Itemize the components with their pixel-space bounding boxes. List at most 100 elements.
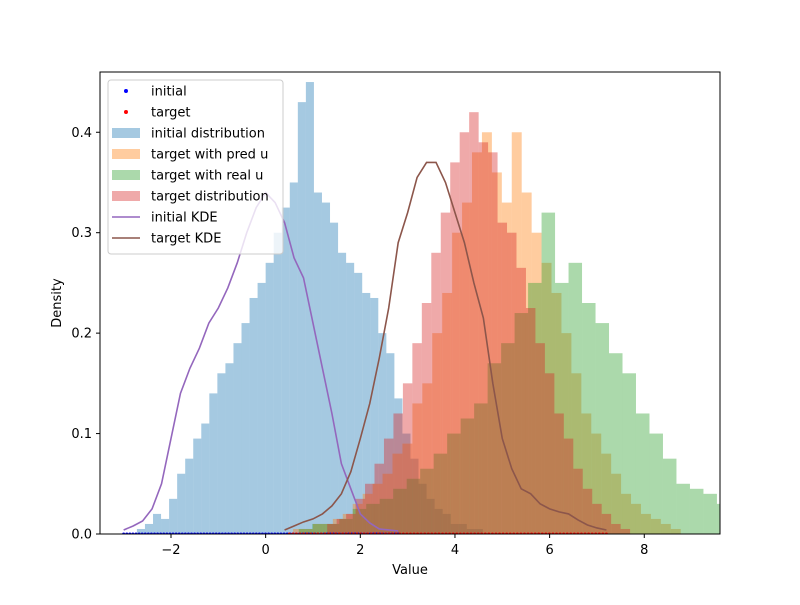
histogram-bar bbox=[153, 513, 162, 534]
histogram-bar bbox=[561, 333, 572, 534]
x-tick-label: 4 bbox=[451, 543, 459, 558]
histogram-bar bbox=[516, 267, 526, 534]
histogram-bar bbox=[136, 528, 145, 534]
x-tick-label: 2 bbox=[356, 543, 364, 558]
histogram-bar bbox=[298, 528, 313, 534]
histogram-target-distribution bbox=[327, 112, 631, 534]
legend-entry-target: target bbox=[124, 106, 191, 121]
histogram-bar bbox=[621, 493, 632, 534]
histogram-bar bbox=[525, 308, 536, 534]
histogram-bar bbox=[595, 323, 610, 534]
histogram-bar bbox=[321, 202, 331, 534]
histogram-bar bbox=[354, 272, 363, 534]
histogram-bar bbox=[544, 373, 555, 534]
legend-entry-initial-kde: initial KDE bbox=[112, 211, 218, 226]
histogram-bar bbox=[249, 297, 258, 534]
histogram-bar bbox=[297, 102, 306, 534]
histogram-bar bbox=[372, 483, 383, 534]
kde-line-target-kde bbox=[284, 161, 607, 531]
histogram-bar bbox=[650, 518, 661, 534]
y-axis-label: Density bbox=[50, 278, 65, 328]
legend-label: target distribution bbox=[151, 190, 269, 205]
histogram-bar bbox=[442, 292, 453, 534]
legend-entry-target-kde: target KDE bbox=[112, 232, 221, 247]
histogram-bar bbox=[265, 262, 274, 534]
histogram-bar bbox=[447, 433, 461, 534]
histogram-bar bbox=[582, 303, 596, 534]
histogram-bar bbox=[601, 453, 612, 534]
histogram-bar bbox=[514, 313, 529, 534]
histogram-bar bbox=[352, 508, 367, 534]
histogram-bar bbox=[554, 413, 564, 534]
histogram-bar bbox=[535, 343, 545, 534]
histogram-bar bbox=[571, 373, 582, 534]
histogram-bar bbox=[511, 132, 522, 534]
histogram-bar bbox=[402, 443, 413, 534]
histogram-bar bbox=[217, 373, 226, 534]
histogram-bar bbox=[670, 528, 681, 534]
histogram-bar bbox=[382, 473, 393, 534]
legend-label: target with real u bbox=[151, 169, 263, 184]
histogram-bar bbox=[169, 498, 178, 534]
histogram-bar bbox=[273, 232, 282, 534]
legend-marker bbox=[124, 89, 128, 93]
histogram-bar bbox=[426, 498, 435, 534]
histogram-bar bbox=[420, 468, 434, 534]
histogram-bar bbox=[386, 353, 395, 534]
histogram-bar bbox=[440, 212, 451, 534]
legend-label: target KDE bbox=[151, 232, 221, 247]
legend-label: target bbox=[151, 106, 191, 121]
histogram-bar bbox=[193, 438, 202, 534]
histogram-bar bbox=[281, 207, 290, 534]
histogram-bar bbox=[649, 433, 663, 534]
histogram-bar bbox=[432, 333, 443, 534]
histogram-bar bbox=[289, 182, 298, 534]
y-tick-label: 0.2 bbox=[71, 327, 92, 342]
histogram-bar bbox=[346, 513, 356, 534]
histogram-bar bbox=[225, 363, 234, 534]
histogram-bar bbox=[410, 458, 419, 534]
x-tick-label: −2 bbox=[161, 543, 180, 558]
histogram-bar bbox=[507, 232, 517, 534]
legend-label: initial distribution bbox=[151, 127, 265, 142]
histogram-bar bbox=[303, 528, 313, 534]
histogram-bar bbox=[402, 383, 413, 534]
legend-entry-initial-distribution: initial distribution bbox=[112, 127, 265, 142]
histogram-bar bbox=[322, 523, 333, 534]
histogram-bar bbox=[541, 212, 556, 534]
legend-swatch bbox=[112, 170, 140, 180]
histogram-bar bbox=[330, 222, 339, 534]
legend-label: initial bbox=[151, 85, 187, 100]
plot-area bbox=[122, 82, 720, 534]
histogram-bar bbox=[474, 528, 483, 534]
y-tick-label: 0.3 bbox=[71, 226, 92, 241]
histogram-bar bbox=[332, 518, 343, 534]
histogram-bar bbox=[474, 403, 488, 534]
y-tick-label: 0.4 bbox=[71, 126, 92, 141]
legend: initial target initial distribution target … bbox=[107, 79, 284, 255]
histogram-bar bbox=[362, 292, 371, 534]
histogram-bar bbox=[412, 403, 423, 534]
y-tick-label: 0.0 bbox=[71, 528, 92, 543]
histogram-bar bbox=[338, 252, 347, 534]
histogram-bar bbox=[365, 483, 375, 534]
histogram-bar bbox=[342, 513, 353, 534]
histogram-bar bbox=[374, 463, 384, 534]
histogram-bar bbox=[555, 282, 569, 534]
legend-marker bbox=[124, 110, 128, 114]
legend-entry-target-distribution: target distribution bbox=[112, 190, 269, 205]
histogram-bar bbox=[418, 483, 427, 534]
histogram-bar bbox=[563, 438, 574, 534]
histogram-target-with-real-u bbox=[298, 212, 720, 534]
histogram-bar bbox=[406, 478, 421, 534]
histogram-bar bbox=[313, 192, 322, 534]
histogram-bar bbox=[581, 413, 592, 534]
histogram-bar bbox=[497, 222, 508, 534]
legend-swatch bbox=[112, 191, 140, 201]
histogram-bar bbox=[491, 172, 502, 534]
histogram-bar bbox=[591, 433, 602, 534]
x-tick-label: 0 bbox=[262, 543, 270, 558]
histogram-bar bbox=[379, 498, 394, 534]
legend-entry-target-with-real-u: target with real u bbox=[112, 169, 263, 184]
